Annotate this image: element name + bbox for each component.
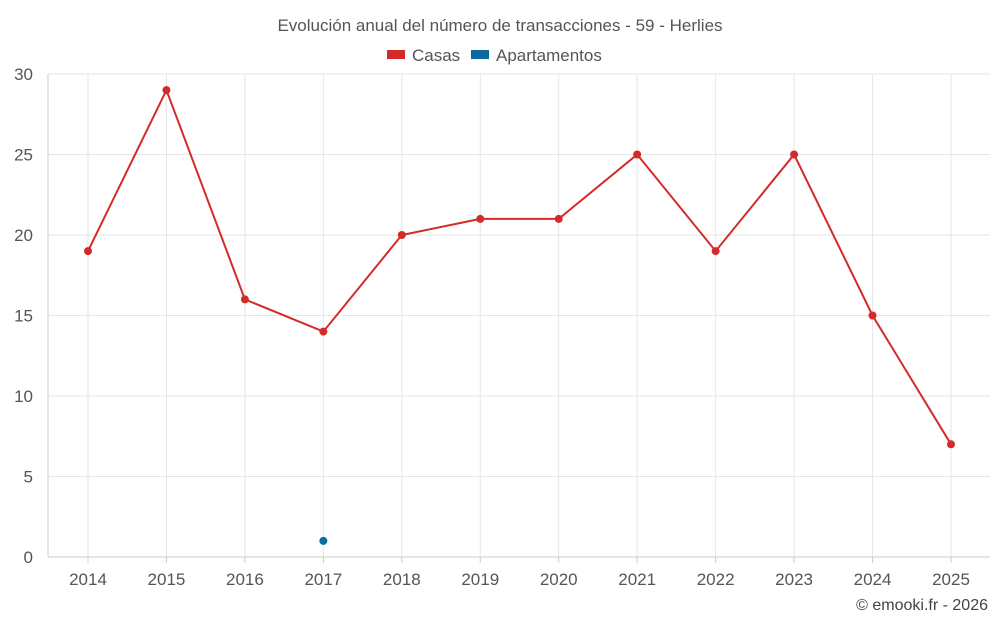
x-tick-label: 2020	[540, 570, 578, 589]
gridlines	[48, 73, 990, 557]
data-point-casas-2014[interactable]	[84, 247, 92, 256]
data-point-casas-2016[interactable]	[240, 295, 249, 304]
x-tick-label: 2023	[775, 570, 813, 589]
legend: Casas Apartamentos	[387, 46, 602, 65]
y-tick-label: 10	[14, 387, 33, 406]
x-tick-label: 2018	[383, 570, 421, 589]
data-point-casas-2020[interactable]	[554, 214, 563, 223]
data-point-casas-2021[interactable]	[633, 150, 642, 159]
x-tick-label: 2017	[304, 570, 342, 589]
data-point-casas-2018[interactable]	[397, 231, 406, 239]
x-tick-label: 2021	[618, 570, 656, 589]
data-point-apartamentos-2017[interactable]	[319, 536, 328, 545]
credit-text: © emooki.fr - 2026	[856, 597, 988, 614]
data-point-casas-2015[interactable]	[162, 86, 171, 95]
x-tick-label: 2016	[226, 570, 264, 589]
data-point-casas-2024[interactable]	[868, 311, 877, 320]
x-tick-label: 2025	[932, 570, 970, 589]
legend-swatch-apartamentos	[471, 50, 489, 59]
y-tick-label: 20	[14, 226, 33, 245]
series-line-casas	[87, 87, 952, 445]
chart-title: Evolución anual del número de transaccio…	[277, 16, 722, 35]
legend-swatch-casas	[387, 50, 405, 59]
y-tick-label: 15	[14, 307, 33, 326]
y-tick-label: 0	[24, 548, 33, 567]
data-point-casas-2017[interactable]	[319, 327, 328, 336]
data-point-casas-2025[interactable]	[947, 440, 955, 449]
x-tick-label: 2019	[461, 570, 499, 589]
y-tick-label: 5	[24, 468, 33, 487]
x-tick-label: 2015	[148, 570, 186, 589]
data-point-casas-2023[interactable]	[790, 150, 799, 159]
y-tick-label: 30	[14, 65, 33, 84]
x-tick-label: 2024	[854, 570, 892, 589]
legend-label-casas[interactable]: Casas	[412, 46, 460, 65]
x-tick-label: 2014	[69, 570, 107, 589]
legend-label-apartamentos[interactable]: Apartamentos	[496, 46, 602, 65]
x-tick-label: 2022	[697, 570, 735, 589]
series	[84, 86, 955, 545]
data-point-casas-2022[interactable]	[711, 247, 720, 256]
y-tick-label: 25	[14, 146, 33, 165]
data-point-casas-2019[interactable]	[476, 214, 485, 223]
